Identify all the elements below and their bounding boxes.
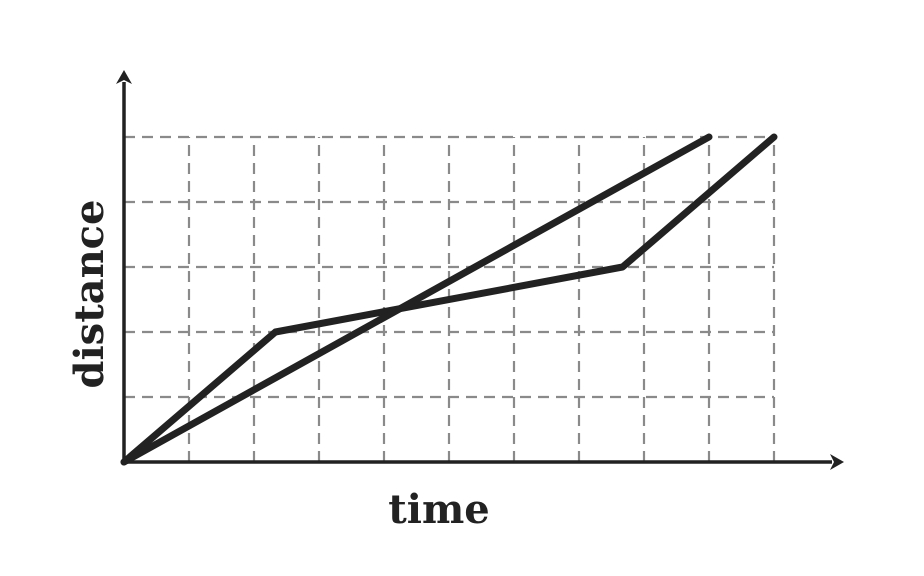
grid xyxy=(124,135,776,462)
series-line-2 xyxy=(120,133,713,466)
y-axis-arrow-icon xyxy=(116,70,132,84)
axes xyxy=(116,70,844,470)
x-axis-label: time xyxy=(388,486,489,533)
y-axis-label: distance xyxy=(66,200,113,389)
series-line-1 xyxy=(120,133,778,466)
series-group xyxy=(120,133,778,466)
x-axis-arrow-icon xyxy=(830,454,844,470)
